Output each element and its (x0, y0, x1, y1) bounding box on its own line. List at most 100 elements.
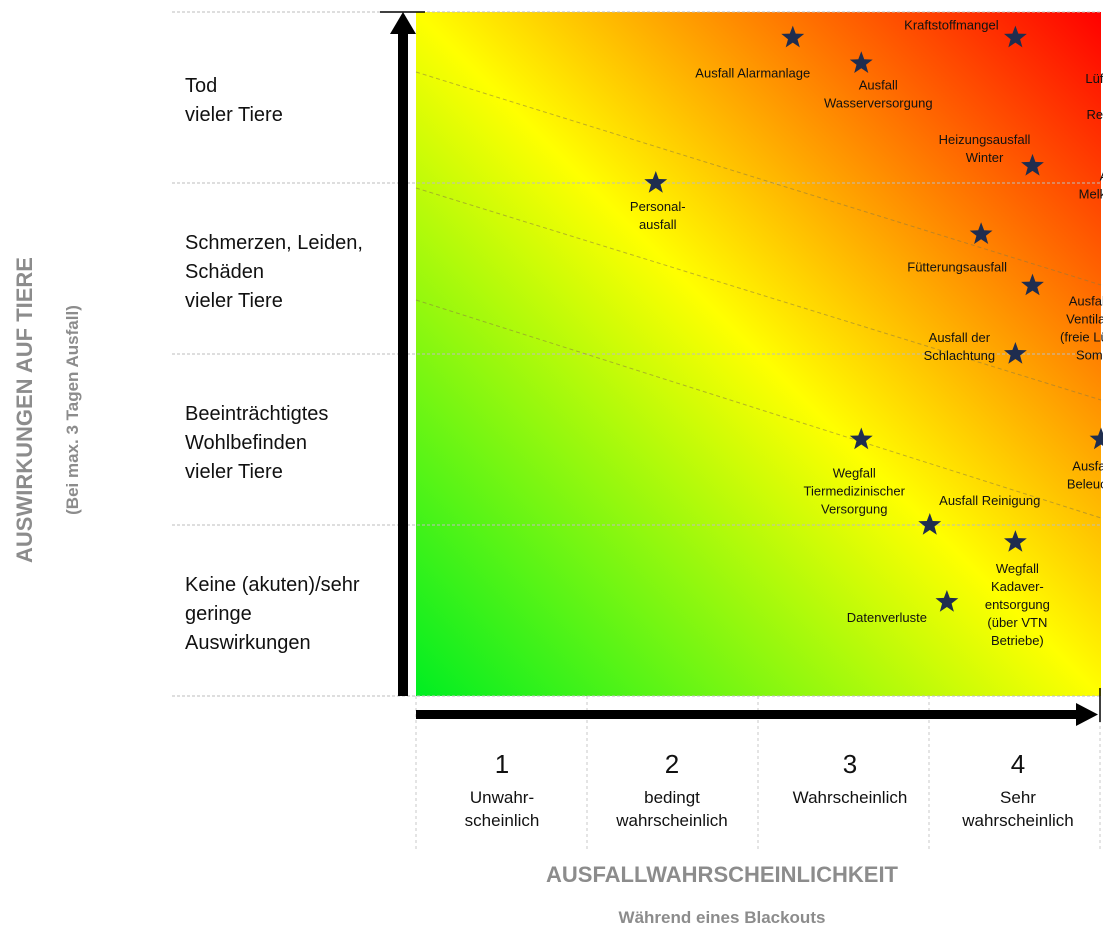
risk-label: Fütterungsausfall (907, 259, 1007, 274)
impact-level-line: Wohlbefinden (185, 432, 307, 454)
star-marker-icon (1004, 342, 1027, 364)
risk-label-line: Heizungsausfall (939, 132, 1031, 147)
impact-level-label: Schmerzen, Leiden, Schäden vieler Tiere (185, 232, 363, 312)
risk-item: Datenverluste (847, 590, 959, 625)
risk-label-line: Kadaver- (991, 579, 1044, 594)
impact-level-line: vieler Tiere (185, 104, 283, 126)
x-axis-title: AUSFALLWAHRSCHEINLICHKEIT (546, 862, 899, 887)
probability-number: 2 (665, 749, 679, 779)
risk-label-line: Datenverluste (847, 610, 927, 625)
star-marker-icon (1021, 273, 1044, 296)
risk-label-line: Wegfall (996, 561, 1039, 576)
risk-label-line: Redundanzen) (1086, 107, 1103, 122)
star-marker-icon (1004, 25, 1027, 48)
risk-label-line: Kraftstoffmangel (904, 18, 999, 33)
risk-item: Ausfall der Beleuchtung (1067, 427, 1103, 492)
probability-label-line: Unwahr- (470, 788, 534, 807)
impact-level-line: Tod (185, 75, 217, 97)
risk-label-line: Fütterungsausfall (907, 259, 1007, 274)
risk-item: Ausfall Alarmanlage (695, 25, 810, 81)
star-marker-icon (918, 513, 942, 535)
risk-item: Heizungsausfall Winter (939, 132, 1044, 176)
risk-label-line: Melkanlagen / (1079, 186, 1103, 201)
star-marker-icon (1004, 530, 1027, 552)
probability-label-line: bedingt (644, 788, 700, 807)
risk-item: Wegfall Kadaver-entsorgung (über VTN Betrie… (985, 530, 1050, 648)
risk-label-line: Personal- (630, 199, 686, 214)
risk-zone-diagonals (415, 71, 1102, 519)
risk-label: Ausfall der Beleuchtung (1067, 459, 1103, 492)
risk-label-line: Ausfall Alarmanlage (695, 66, 810, 81)
risk-label-line: Ausfall (859, 77, 898, 92)
risk-label-line: Sommer (1076, 348, 1103, 363)
probability-label-line: wahrscheinlich (961, 811, 1074, 830)
risk-label-line: (freie Lüftung) (1060, 330, 1103, 345)
impact-level-label: Keine (akuten)/sehr geringe Auswirkungen (185, 574, 360, 654)
risk-label-line: Ausfall der (929, 330, 991, 345)
risk-label: AusfallMelkanlagen /AMS (1079, 168, 1103, 219)
risk-label: Wegfall Tiermedizinischer Versorgung (804, 466, 906, 517)
risk-label-line: Lüftungsausfall (1085, 71, 1103, 86)
probability-label: Sehr wahrscheinlich (961, 788, 1074, 830)
impact-level-label: Beeinträchtigtes Wohlbefinden vieler Tiere (185, 403, 328, 483)
risk-label-line: Wasserversorgung (824, 95, 933, 110)
risk-label: Ausfall von Ventilatoren (freie Lüftung) So… (1060, 294, 1103, 363)
risk-label-line: entsorgung (985, 597, 1050, 612)
star-marker-icon (781, 25, 805, 48)
probability-label-line: Wahrscheinlich (793, 788, 908, 807)
risk-item: Ausfall Reinigung (918, 493, 1040, 535)
probability-number: 1 (495, 749, 509, 779)
risk-item: AusfallMelkanlagen /AMS (1079, 168, 1103, 219)
risk-item: Personal-ausfall (630, 171, 686, 232)
risk-label-line: Schlachtung (924, 348, 996, 363)
risk-label-line: Ventilatoren (1066, 312, 1103, 327)
risk-item: Ausfall Wasserversorgung (824, 51, 933, 110)
risk-label: Ausfall der Schlachtung (924, 330, 996, 363)
probability-label-line: wahrscheinlich (615, 811, 728, 830)
probability-number: 3 (843, 749, 857, 779)
risk-label-line: (über VTN (987, 615, 1047, 630)
probability-number: 4 (1011, 749, 1025, 779)
probability-category-labels: 1 Unwahr-scheinlich 2 bedingt wahrscheinlich… (465, 749, 1074, 830)
impact-level-line: vieler Tiere (185, 461, 283, 483)
risk-item: Lüftungsausfall(ohneRedundanzen) (1085, 71, 1103, 122)
risk-label: Wegfall Kadaver-entsorgung (über VTN Betrie… (985, 561, 1050, 648)
impact-level-line: Auswirkungen (185, 632, 311, 654)
x-axis-arrow (416, 688, 1101, 726)
risk-label-line: Ausfall der (1072, 459, 1103, 474)
risk-label-line: ausfall (639, 217, 677, 232)
star-marker-icon (1089, 427, 1103, 450)
risk-label-line: Betriebe) (991, 633, 1044, 648)
probability-label: bedingt wahrscheinlich (615, 788, 728, 830)
star-marker-icon (935, 590, 959, 612)
impact-level-line: Keine (akuten)/sehr (185, 574, 360, 596)
y-axis-arrow (380, 11, 425, 696)
risk-item: Ausfall von Ventilatoren (freie Lüftung) So… (1021, 273, 1103, 363)
risk-item: Kraftstoffmangel (904, 18, 1027, 48)
y-axis-subtitle: (Bei max. 3 Tagen Ausfall) (63, 305, 82, 515)
risk-label: Kraftstoffmangel (904, 18, 999, 33)
y-axis-title: AUSWIRKUNGEN AUF TIERE (12, 257, 37, 563)
star-marker-icon (849, 427, 873, 450)
impact-level-line: vieler Tiere (185, 290, 283, 312)
risk-label: Ausfall Reinigung (939, 493, 1040, 508)
risk-label-line: Ausfall Reinigung (939, 493, 1040, 508)
probability-label-line: scheinlich (465, 811, 540, 830)
star-marker-icon (644, 171, 668, 193)
risk-label-line: Wegfall (833, 466, 876, 481)
risk-label-line: Beleuchtung (1067, 477, 1103, 492)
risk-markers: Ausfall Alarmanlage Ausfall Wasserversorgu… (630, 18, 1103, 648)
probability-label: Wahrscheinlich (793, 788, 908, 807)
risk-label: Ausfall Wasserversorgung (824, 77, 933, 110)
risk-label-line: Winter (966, 150, 1004, 165)
impact-level-line: geringe (185, 603, 252, 625)
star-marker-icon (849, 51, 873, 73)
impact-level-line: Schäden (185, 261, 264, 283)
probability-label: Unwahr-scheinlich (465, 788, 540, 830)
probability-label-line: Sehr (1000, 788, 1036, 807)
risk-label: Personal-ausfall (630, 199, 686, 232)
risk-label-line: Ausfall von (1069, 294, 1103, 309)
x-axis-subtitle: Während eines Blackouts (619, 908, 826, 927)
star-marker-icon (1021, 153, 1044, 176)
